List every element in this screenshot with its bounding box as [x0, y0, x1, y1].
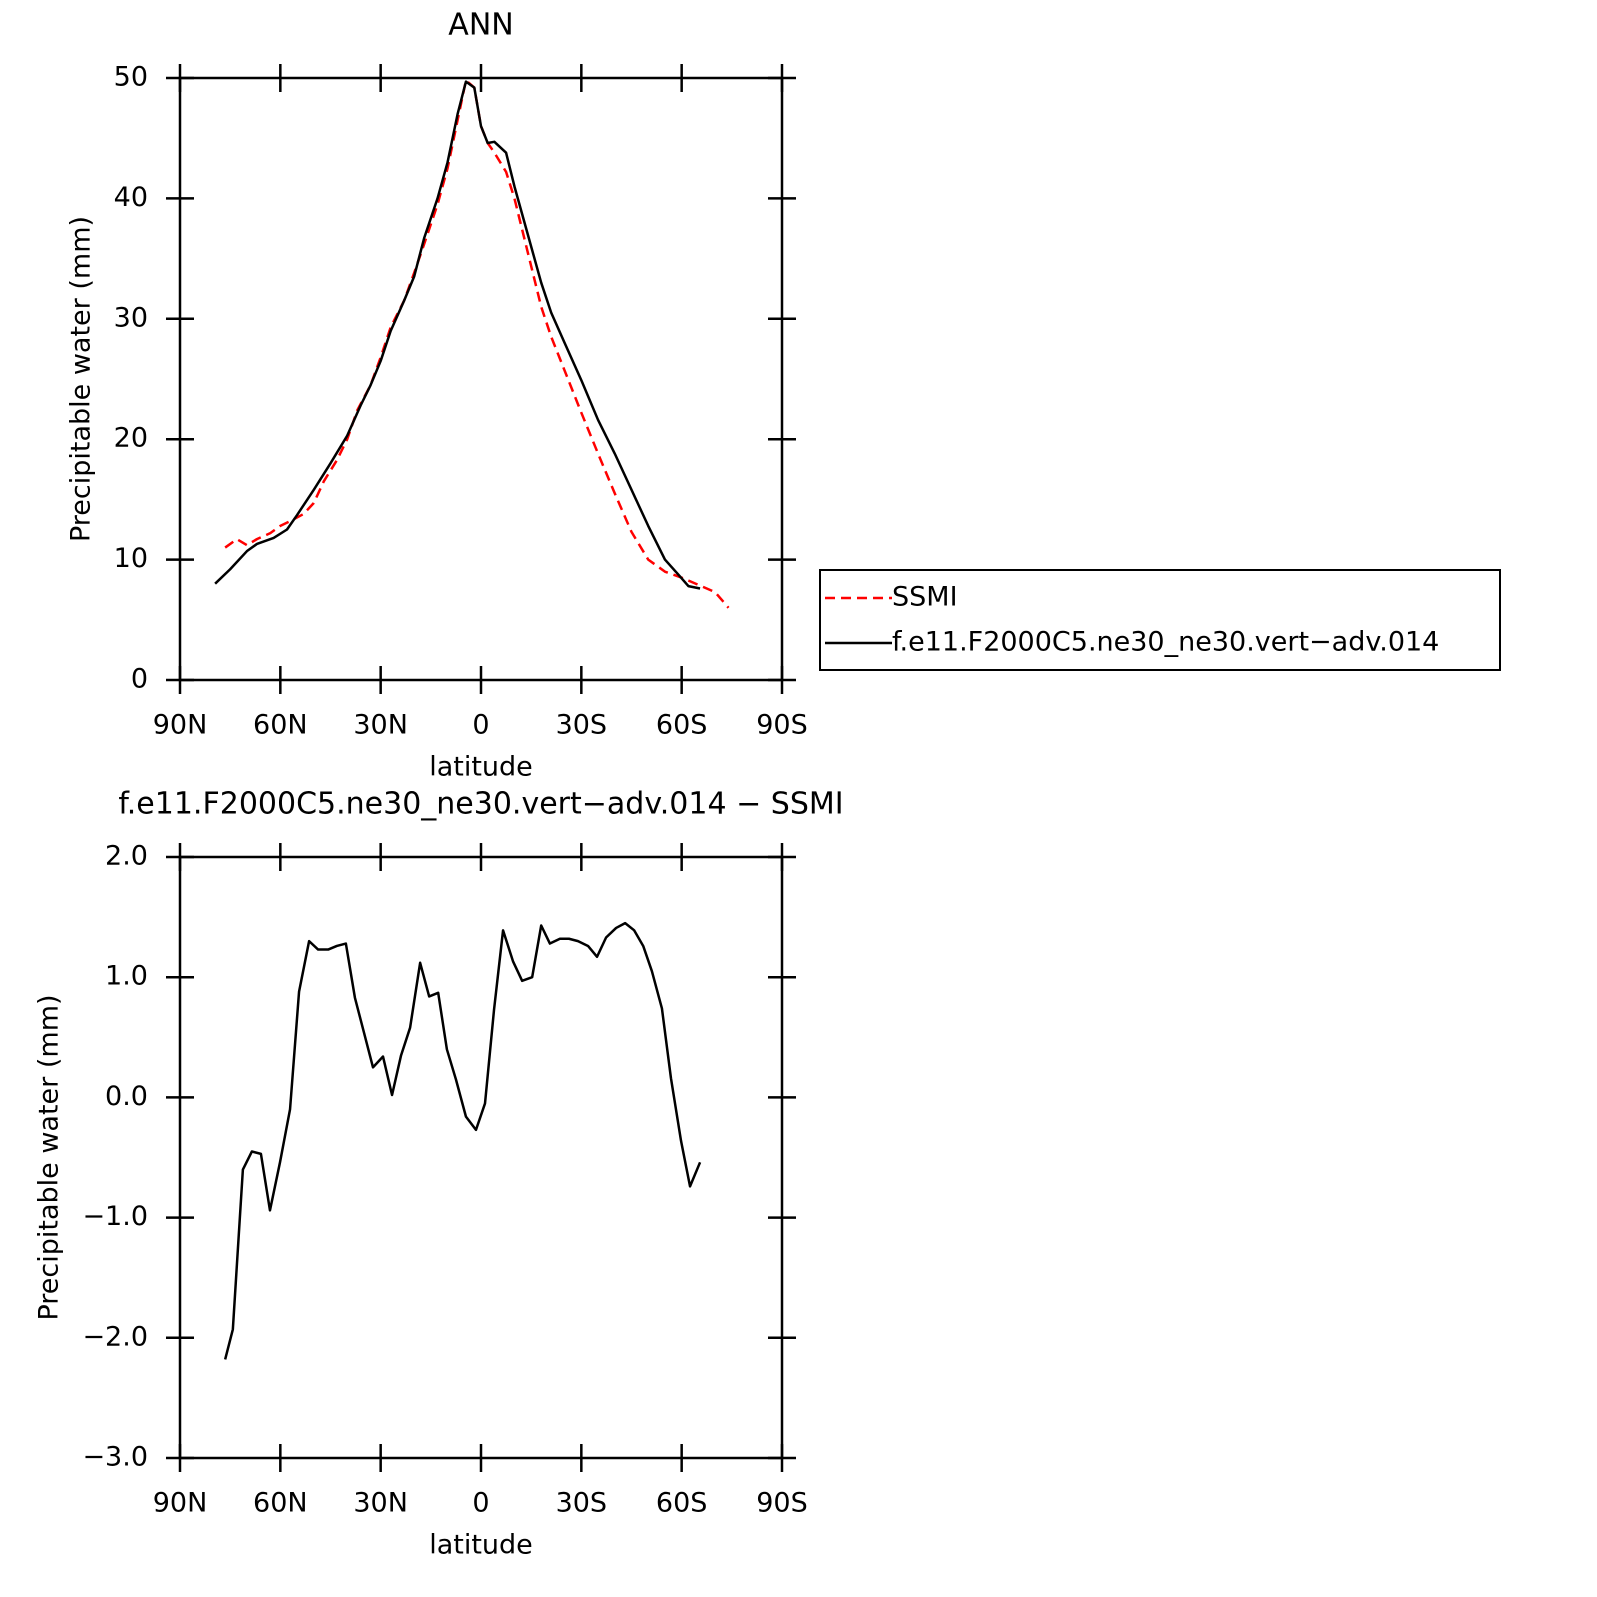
data-line — [214, 80, 701, 590]
y-tick-label: 30 — [114, 302, 148, 333]
y-tick-label: 0 — [131, 664, 148, 695]
x-tick-label: 0 — [472, 1488, 489, 1519]
y-tick-label: −2.0 — [82, 1321, 148, 1352]
x-tick-label: 90N — [153, 1488, 208, 1519]
legend-label: f.e11.F2000C5.ne30_ne30.vert−adv.014 — [892, 627, 1439, 658]
y-tick-label: 20 — [114, 423, 148, 454]
y-tick-label: 0.0 — [105, 1081, 148, 1112]
x-tick-label: 60S — [656, 710, 708, 741]
x-tick-label: 30N — [353, 710, 408, 741]
data-line — [223, 921, 702, 1360]
plot-frame — [178, 855, 784, 1460]
x-tick-label: 60N — [253, 710, 308, 741]
x-tick-label: 60S — [656, 1488, 708, 1519]
x-tick-label: 90N — [153, 710, 208, 741]
x-tick-label: 30N — [353, 1488, 408, 1519]
plot-frame — [178, 76, 784, 682]
y-tick-label: 50 — [114, 62, 148, 93]
y-tick-label: 1.0 — [105, 961, 148, 992]
y-tick-label: 2.0 — [105, 841, 148, 872]
y-axis-label: Precipitable water (mm) — [66, 216, 97, 542]
data-line — [224, 79, 730, 609]
x-tick-label: 60N — [253, 1488, 308, 1519]
x-tick-label: 90S — [756, 710, 808, 741]
y-tick-label: 10 — [114, 543, 148, 574]
x-tick-label: 0 — [472, 710, 489, 741]
x-tick-label: 30S — [556, 1488, 608, 1519]
legend-box — [819, 569, 1501, 671]
y-tick-label: −1.0 — [82, 1201, 148, 1232]
x-tick-label: 30S — [556, 710, 608, 741]
chart-title: f.e11.F2000C5.ne30_ne30.vert−adv.014 − S… — [118, 787, 843, 822]
y-axis-label: Precipitable water (mm) — [34, 994, 65, 1320]
chart-title: ANN — [448, 8, 513, 43]
y-tick-label: 40 — [114, 182, 148, 213]
y-tick-label: −3.0 — [82, 1442, 148, 1473]
x-tick-label: 90S — [756, 1488, 808, 1519]
x-axis-label: latitude — [429, 1530, 533, 1561]
x-axis-label: latitude — [429, 752, 533, 783]
legend-label: SSMI — [892, 582, 958, 613]
